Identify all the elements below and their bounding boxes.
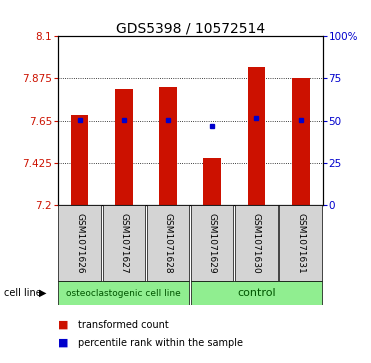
Text: osteoclastogenic cell line: osteoclastogenic cell line — [66, 289, 181, 298]
Text: GSM1071631: GSM1071631 — [296, 213, 305, 274]
Text: transformed count: transformed count — [78, 320, 169, 330]
Text: ■: ■ — [58, 338, 68, 348]
Text: ■: ■ — [58, 320, 68, 330]
Bar — [191, 205, 233, 281]
Text: ▶: ▶ — [39, 288, 46, 298]
Text: GSM1071628: GSM1071628 — [164, 213, 173, 274]
Text: GSM1071627: GSM1071627 — [119, 213, 128, 274]
Title: GDS5398 / 10572514: GDS5398 / 10572514 — [116, 21, 265, 35]
Text: percentile rank within the sample: percentile rank within the sample — [78, 338, 243, 348]
Text: cell line: cell line — [4, 288, 42, 298]
Bar — [203, 158, 221, 205]
Text: GSM1071626: GSM1071626 — [75, 213, 84, 274]
Bar — [147, 205, 189, 281]
Text: control: control — [237, 288, 276, 298]
Bar — [103, 205, 145, 281]
Bar — [235, 205, 278, 281]
Bar — [279, 205, 322, 281]
Bar — [159, 87, 177, 205]
Bar — [71, 115, 88, 205]
Bar — [115, 89, 133, 205]
Bar — [247, 67, 265, 205]
Text: GSM1071630: GSM1071630 — [252, 213, 261, 274]
Bar — [191, 281, 322, 305]
Bar — [292, 78, 309, 205]
Text: GSM1071629: GSM1071629 — [208, 213, 217, 274]
Bar — [58, 205, 101, 281]
Bar — [58, 281, 189, 305]
